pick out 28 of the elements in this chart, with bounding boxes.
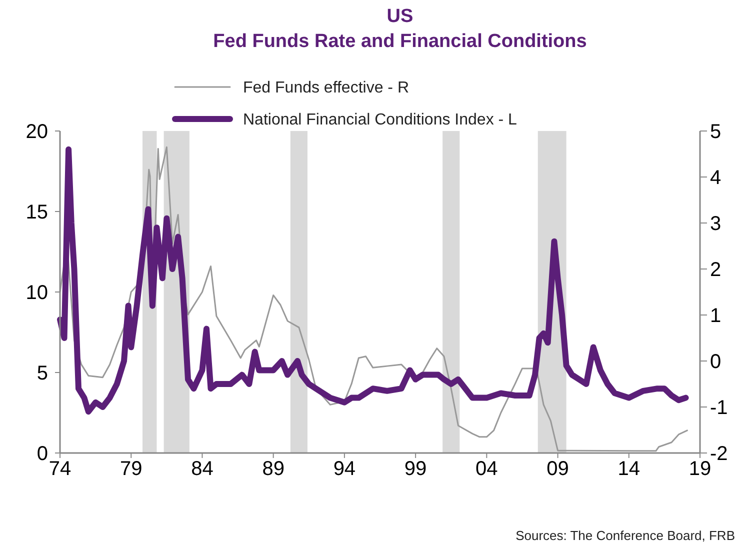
x-tick-label: 79 [120,458,142,480]
y2-tick-label: 4 [710,167,722,189]
source-note: Sources: The Conference Board, FRB [516,528,735,543]
chart-subtitle: Fed Funds Rate and Financial Conditions [213,31,587,52]
x-tick-label: 09 [546,458,569,480]
x-tick-label: 84 [191,458,214,480]
y-tick-label: 10 [26,282,48,304]
x-tick-label: 99 [404,458,427,480]
y2-tick-label: 2 [710,259,722,281]
x-tick-label: 94 [333,458,356,480]
y-tick-label: 0 [36,443,48,465]
y-tick-label: 20 [26,121,48,143]
y2-tick-label: -1 [710,397,728,419]
y2-tick-label: 5 [710,121,722,143]
y-tick-label: 5 [36,362,48,384]
y-tick-label: 15 [26,202,48,224]
y2-tick-label: -2 [710,443,728,465]
y2-tick-label: 0 [710,351,722,373]
x-tick-label: 14 [618,458,640,480]
x-tick-label: 19 [688,458,712,480]
legend-label: Fed Funds effective - R [243,80,409,97]
x-tick-label: 89 [262,458,284,480]
x-tick-label: 04 [476,458,498,480]
chart-title: US [386,6,414,27]
legend-label: National Financial Conditions Index - L [243,112,518,129]
y2-tick-label: 1 [710,305,722,327]
x-tick-label: 74 [48,458,72,480]
y2-tick-label: 3 [710,213,722,235]
